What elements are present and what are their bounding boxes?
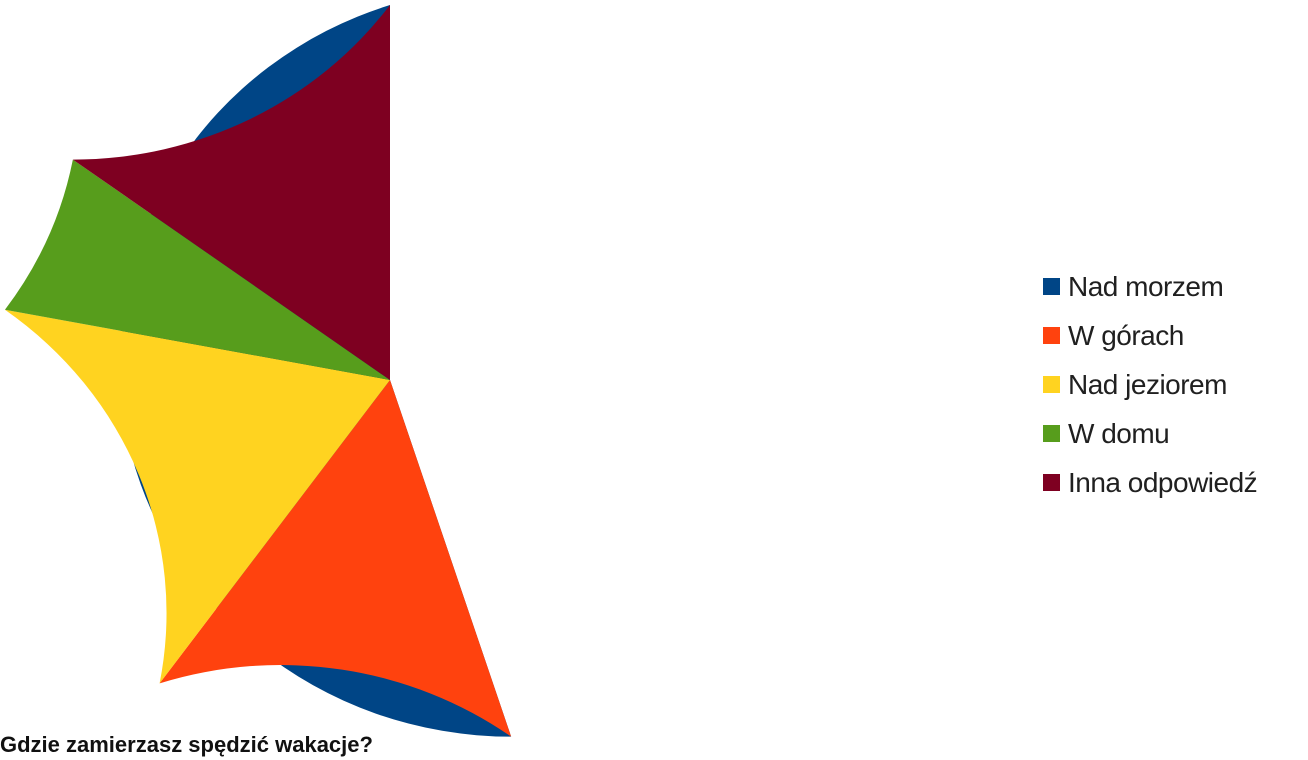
legend-swatch: [1043, 278, 1060, 295]
pie-slice-5: [72, 5, 391, 380]
pie-slice-2: [159, 380, 512, 737]
pie-slice-4: [4, 159, 390, 380]
legend-item: Nad morzem: [1043, 262, 1257, 311]
legend-swatch: [1043, 425, 1060, 442]
legend-item: W górach: [1043, 311, 1257, 360]
legend-label: W domu: [1068, 417, 1170, 449]
legend-swatch: [1043, 474, 1060, 491]
chart-legend: Nad morzem W górach Nad jeziorem W domu Inna…: [1043, 262, 1258, 507]
legend-item: W domu: [1043, 409, 1257, 458]
legend-label: Nad jeziorem: [1068, 368, 1227, 400]
legend-swatch: [1043, 327, 1060, 344]
pie-slices: [4, 5, 512, 737]
legend-item: Inna odpowiedź: [1043, 458, 1258, 507]
legend-label: Nad morzem: [1068, 270, 1224, 302]
legend-swatch: [1043, 376, 1060, 393]
pie-slice-3: [4, 309, 390, 684]
legend-item: Nad jeziorem: [1043, 360, 1257, 409]
chart-title: Gdzie zamierzasz spędzić wakacje?: [0, 732, 373, 757]
legend-label: Inna odpowiedź: [1068, 466, 1258, 498]
legend-label: W górach: [1068, 319, 1184, 351]
